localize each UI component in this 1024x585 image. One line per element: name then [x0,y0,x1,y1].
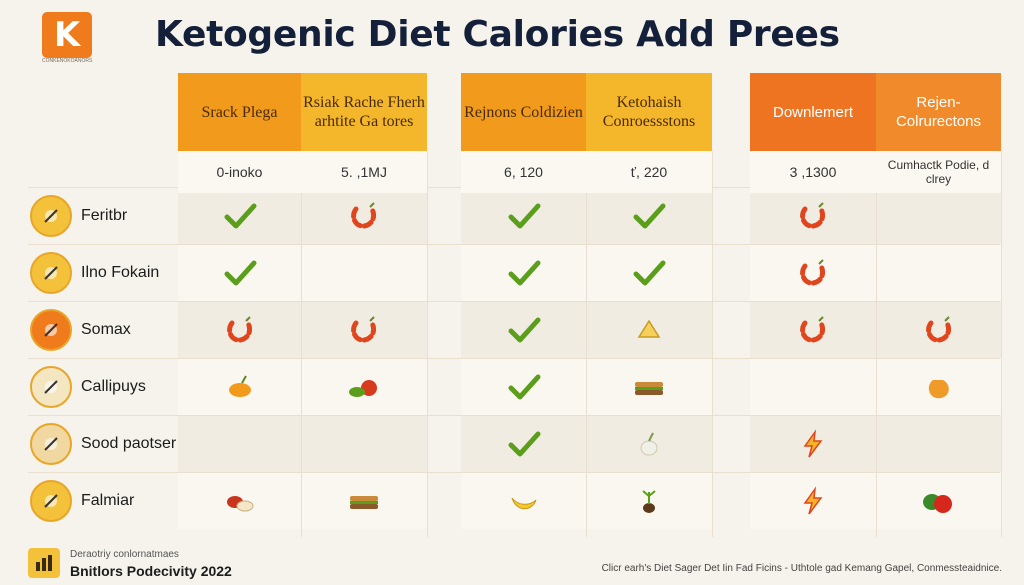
row-label: Sood paotser [30,415,176,472]
column-4: Ketohaish Conroessstons ť, 220 [586,73,712,537]
column-header: Ketohaish Conroessstons [586,73,712,151]
column-header: Rejnons Coldizien [461,73,586,151]
sandwich-icon [301,472,427,529]
check-icon [461,358,586,415]
column-divider [876,151,877,537]
column-divider [427,151,428,537]
column-5: Downlemert 3 ,1300 [750,73,876,537]
seeds-icon [30,422,72,465]
squash-icon [876,358,1001,415]
column-divider [586,151,587,537]
footer-title: Bnitlors Podecivity 2022 [70,563,232,579]
row-label-text: Feritbr [81,206,128,224]
cheese-icon [586,301,712,358]
tools-icon [30,365,72,408]
mango-icon [178,358,301,415]
row-label-text: Sood paotser [81,434,177,452]
coin-icon [30,251,72,294]
check-icon [461,415,586,472]
check-icon [461,301,586,358]
row-label-text: Callipuys [81,377,146,395]
footer-note: Clicr earh's Diet Sager Det Iin Fad Fici… [601,563,1002,574]
column-value: 0-inoko [178,151,301,193]
row-label-text: Ilno Fokain [81,263,160,281]
row-background [178,472,427,529]
brand-logo: K [42,12,92,58]
column-header: Downlemert [750,73,876,151]
check-icon [461,244,586,301]
axe-icon [30,194,72,237]
pepper-icon [178,301,301,358]
row-background [178,415,427,472]
page-title: Ketogenic Diet Calories Add Prees [155,14,840,55]
row-background [178,244,427,301]
row-background [750,472,1001,529]
pepper-icon [301,301,427,358]
row-background [750,244,1001,301]
row-background [178,187,427,244]
lightning-icon [750,415,876,472]
check-icon [586,187,712,244]
pepper-icon [750,187,876,244]
apple-icon [876,472,1001,529]
check-icon [586,244,712,301]
pepper-icon [301,187,427,244]
pepper-icon [750,301,876,358]
pepper-icon [750,244,876,301]
column-6: Rejen- Colrurectons Cumhactk Podie, d clr… [876,73,1001,537]
veggies-icon [301,358,427,415]
column-header: Rejen- Colrurectons [876,73,1001,151]
row-label: Feritbr [30,187,127,244]
chart-badge-icon [28,548,60,578]
row-background [750,187,1001,244]
row-background [750,301,1001,358]
meat-icon [178,472,301,529]
row-label: Callipuys [30,358,146,415]
check-icon [178,244,301,301]
pepper-icon [876,301,1001,358]
row-label: Ilno Fokain [30,244,159,301]
logo-caption: CONKENOKOANORS [42,58,93,64]
column-1: Srack Plega 0-inoko [178,73,301,537]
wrench-icon [30,308,72,351]
check-icon [178,187,301,244]
fish-icon [30,479,72,522]
row-label: Somax [30,301,131,358]
row-divider [28,244,1000,245]
banana-icon [461,472,586,529]
column-divider [712,151,713,537]
check-icon [461,187,586,244]
column-3: Rejnons Coldizien 6, 120 [461,73,586,537]
sandwich-icon [586,358,712,415]
row-background [178,358,427,415]
column-header: Rsiak Rache Fherh arhtite Ga tores [301,73,427,151]
row-divider [28,301,1000,302]
lightning-icon [750,472,876,529]
footer-caption: Deraotriy conlornatmaes [70,549,179,560]
sprout-icon [586,472,712,529]
column-value: Cumhactk Podie, d clrey [876,151,1001,193]
column-value: 6, 120 [461,151,586,193]
row-background [750,358,1001,415]
row-label: Falmiar [30,472,134,529]
row-divider [28,415,1000,416]
column-header: Srack Plega [178,73,301,151]
column-divider [301,151,302,537]
column-value: ť, 220 [586,151,712,193]
row-label-text: Somax [81,320,131,338]
row-background [750,415,1001,472]
garlic-icon [586,415,712,472]
column-value: 3 ,1300 [750,151,876,193]
column-value: 5. ,1MJ [301,151,427,193]
row-background [178,301,427,358]
column-divider [1001,151,1002,537]
row-divider [28,472,1000,473]
row-divider [28,358,1000,359]
row-label-text: Falmiar [81,491,135,509]
column-2: Rsiak Rache Fherh arhtite Ga tores 5. ,1M… [301,73,427,537]
